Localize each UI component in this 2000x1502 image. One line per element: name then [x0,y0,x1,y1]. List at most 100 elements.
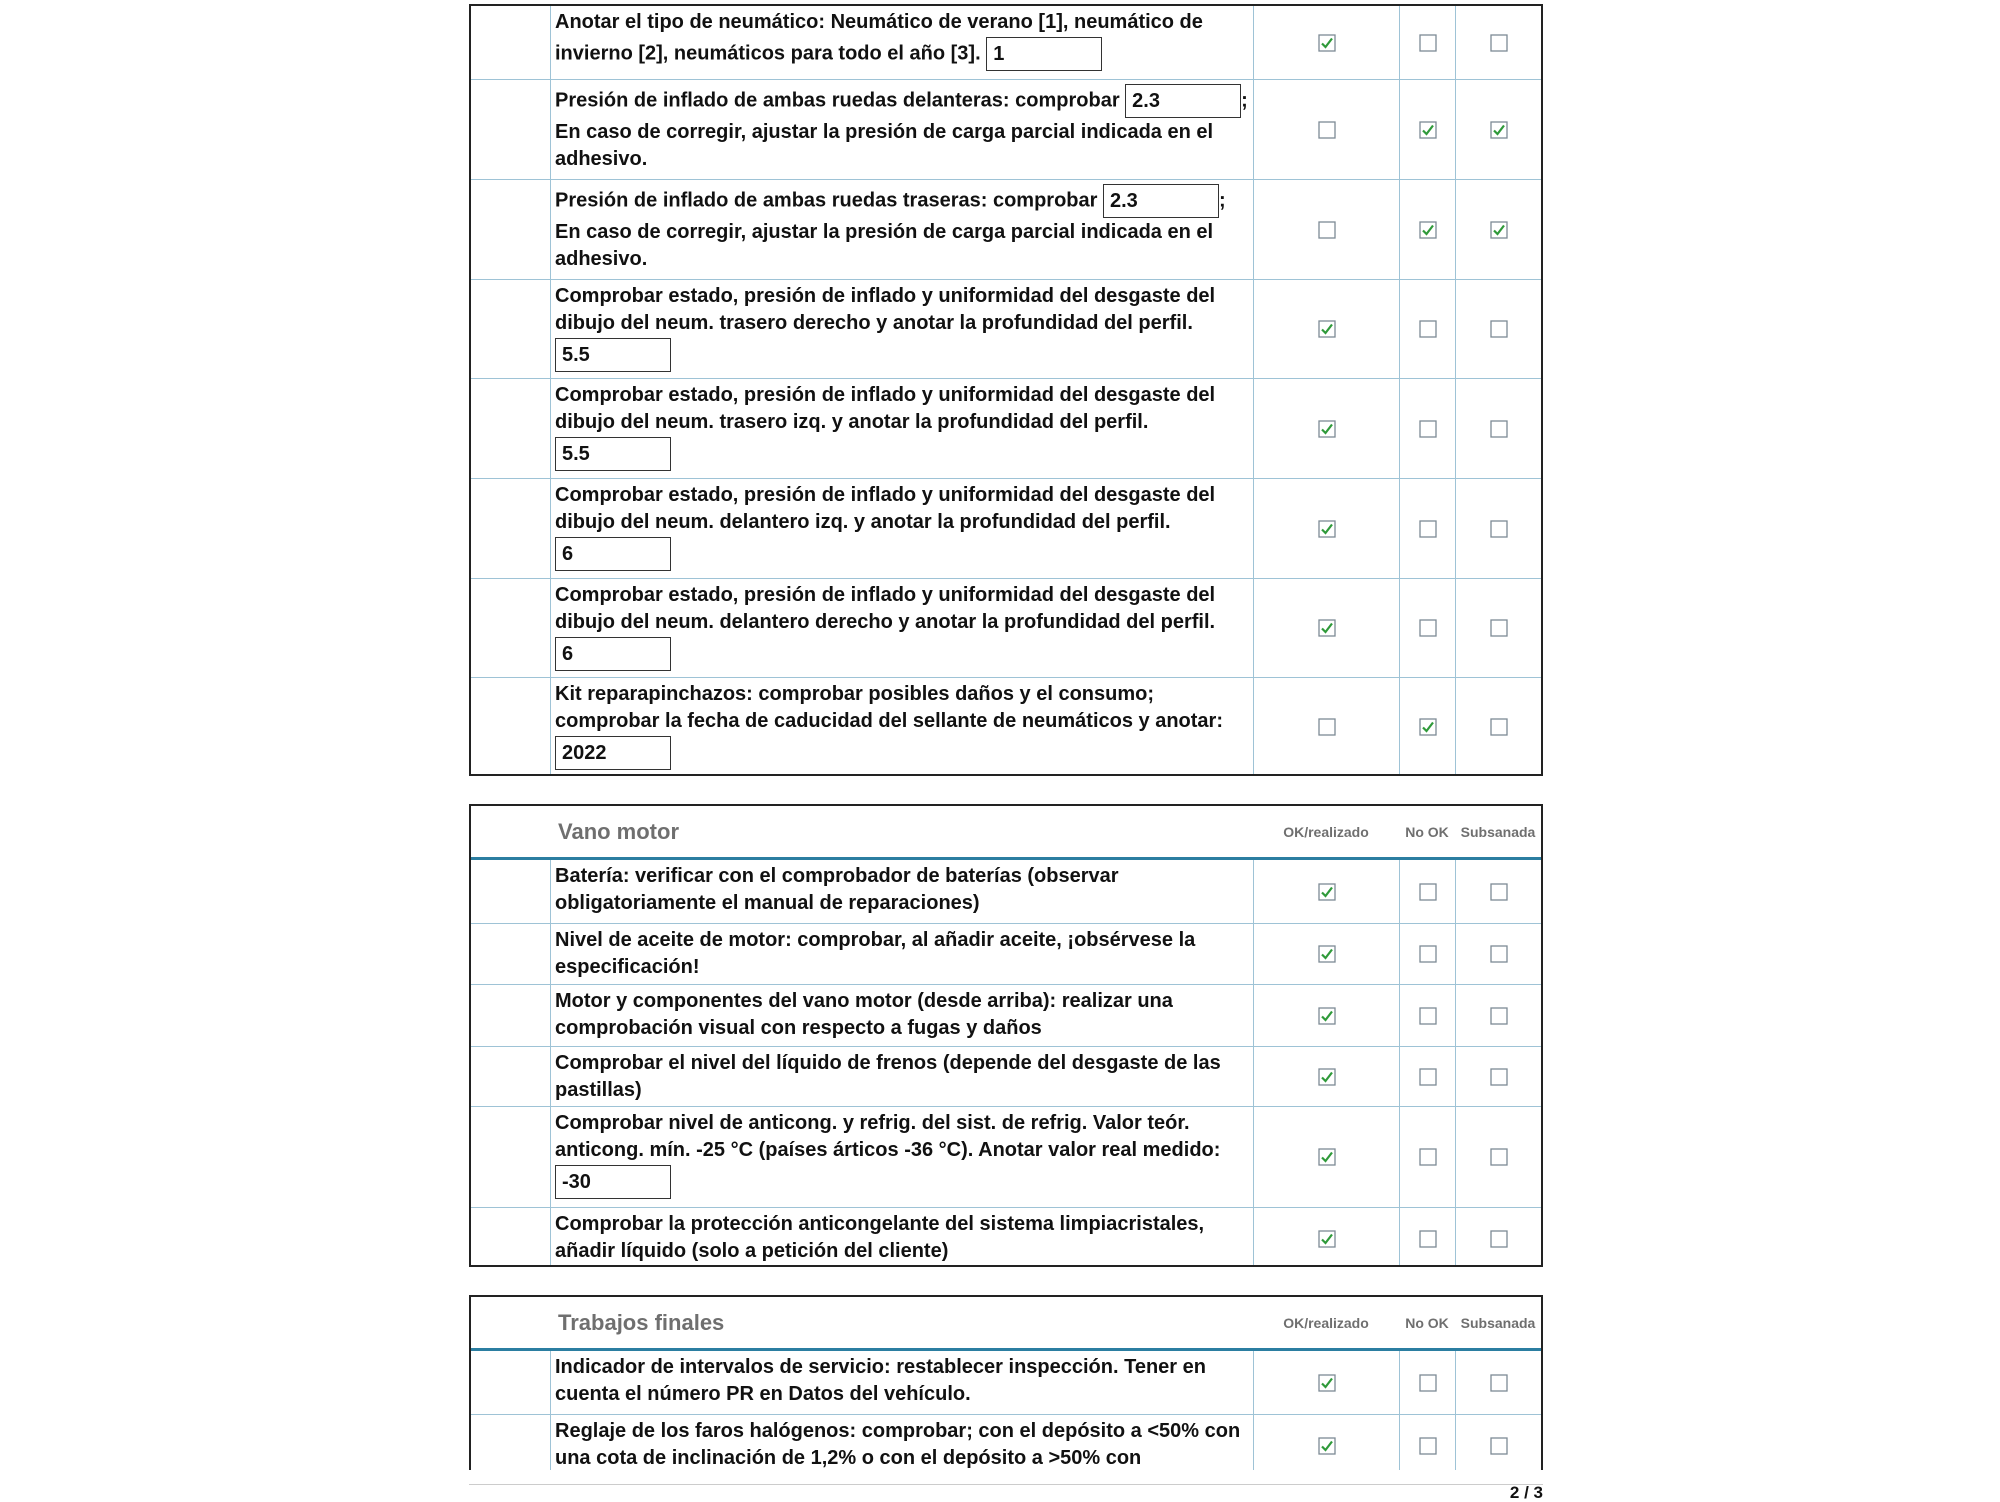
checkbox[interactable] [1317,419,1336,438]
checkbox[interactable] [1317,1148,1336,1166]
checkbox[interactable] [1317,1373,1336,1392]
column-header-cell: OK/realizado [1253,1297,1399,1348]
checkbox[interactable] [1418,882,1437,901]
checkbox[interactable] [1418,519,1437,538]
checkbox[interactable] [1317,320,1336,338]
checkbox[interactable] [1418,33,1437,52]
description: Comprobar estado, presión de inflado y u… [551,479,1253,574]
row-spacer [471,985,550,1046]
checkbox[interactable] [1489,1148,1508,1166]
description-cell: Presión de inflado de ambas ruedas trase… [550,180,1253,279]
checkbox[interactable] [1418,619,1437,637]
checkbox[interactable] [1418,1067,1437,1086]
checkbox[interactable] [1317,519,1336,538]
checkbox[interactable] [1418,1148,1437,1166]
value-field: 6 [555,537,671,571]
checkbox[interactable] [1489,1437,1508,1455]
description-text: Reglaje de los faros halógenos: comproba… [555,1420,1241,1469]
description: Comprobar nivel de anticong. y refrig. d… [551,1107,1253,1202]
checkbox[interactable] [1317,33,1336,52]
section: Vano motor OK/realizado No OK Subsanada Bate… [469,804,1543,1267]
check-mark [1492,124,1505,136]
description-text: Comprobar estado, presión de inflado y u… [555,584,1216,633]
check-cell [1455,1415,1541,1470]
description-text: Presión de inflado de ambas ruedas delan… [555,89,1120,112]
checkbox[interactable] [1489,320,1508,338]
check-mark [1320,1010,1333,1022]
checkbox[interactable] [1418,120,1437,139]
footer-rule [469,1484,1543,1485]
description-text: Comprobar estado, presión de inflado y u… [555,285,1216,334]
check-cell [1253,924,1399,984]
check-cell [1399,1415,1455,1470]
checkbox[interactable] [1418,945,1437,963]
checkbox[interactable] [1317,1006,1336,1025]
column-header-cell: OK/realizado [1253,806,1399,857]
checkbox[interactable] [1317,1229,1336,1248]
checkbox[interactable] [1317,120,1336,139]
checkbox[interactable] [1489,519,1508,538]
check-cell [1253,1351,1399,1414]
check-mark [1320,323,1333,335]
check-cell [1399,80,1455,179]
checkbox[interactable] [1489,945,1508,963]
check-cell [1455,985,1541,1046]
description: Motor y componentes del vano motor (desd… [551,985,1253,1044]
row-spacer [471,479,550,578]
checkbox[interactable] [1317,619,1336,637]
row-spacer [471,924,550,984]
checkbox[interactable] [1418,1229,1437,1248]
checkbox[interactable] [1317,1437,1336,1455]
checkbox[interactable] [1489,33,1508,52]
description: Kit reparapinchazos: comprobar posibles … [551,678,1253,773]
checkbox[interactable] [1418,1006,1437,1025]
checkbox[interactable] [1317,718,1336,736]
checkbox[interactable] [1489,120,1508,139]
checkbox[interactable] [1418,1373,1437,1392]
check-mark [1320,1151,1333,1163]
check-mark [1320,886,1333,898]
description: Batería: verificar con el comprobador de… [551,860,1253,919]
check-cell [1253,1208,1399,1265]
checklist-row: Comprobar estado, presión de inflado y u… [471,478,1541,578]
check-cell [1455,579,1541,677]
description: Comprobar estado, presión de inflado y u… [551,280,1253,375]
checkbox[interactable] [1418,220,1437,239]
checkbox[interactable] [1317,220,1336,239]
value-field: 2.3 [1125,84,1242,118]
description-text-after: ; En caso de corregir, ajustar la presió… [555,189,1226,270]
checklist-row: Comprobar el nivel del líquido de frenos… [471,1046,1541,1106]
checkbox[interactable] [1418,718,1437,736]
description-cell: Comprobar el nivel del líquido de frenos… [550,1047,1253,1106]
checkbox[interactable] [1317,882,1336,901]
check-cell [1455,80,1541,179]
checkbox[interactable] [1489,1229,1508,1248]
checkbox[interactable] [1317,945,1336,963]
checkbox[interactable] [1489,619,1508,637]
checklist-row: Batería: verificar con el comprobador de… [471,860,1541,923]
description: Nivel de aceite de motor: comprobar, al … [551,924,1253,983]
checkbox[interactable] [1418,419,1437,438]
check-mark [1492,224,1505,236]
checkbox[interactable] [1418,1437,1437,1455]
section-title: Vano motor [558,818,680,844]
description-text: Comprobar el nivel del líquido de frenos… [555,1052,1221,1101]
checkbox[interactable] [1489,419,1508,438]
checkbox[interactable] [1489,220,1508,239]
checkbox[interactable] [1489,718,1508,736]
checkbox[interactable] [1418,320,1437,338]
row-spacer [471,1351,550,1414]
checkbox[interactable] [1489,1373,1508,1392]
check-cell [1253,860,1399,923]
description-text: Anotar el tipo de neumático: Neumático d… [555,11,1203,65]
checkbox[interactable] [1489,1006,1508,1025]
description-cell: Comprobar estado, presión de inflado y u… [550,379,1253,478]
check-cell [1253,985,1399,1046]
checkbox[interactable] [1317,1067,1336,1086]
row-spacer [471,1208,550,1265]
checkbox[interactable] [1489,1067,1508,1086]
checkbox[interactable] [1489,882,1508,901]
description-text-after: ; En caso de corregir, ajustar la presió… [555,89,1248,170]
row-spacer [471,1415,550,1470]
